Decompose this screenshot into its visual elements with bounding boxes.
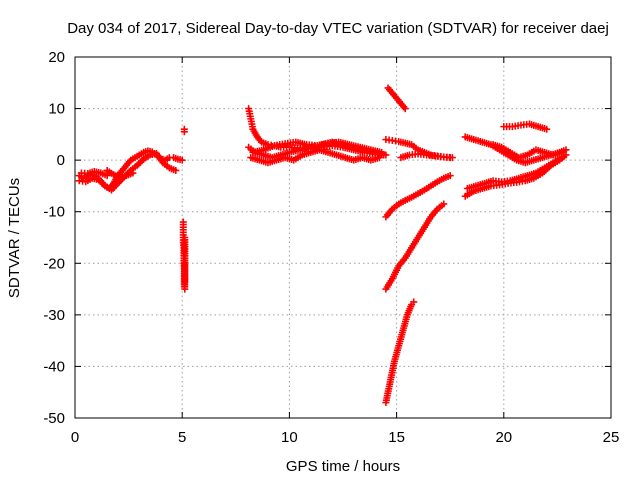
data-point: [401, 105, 409, 113]
y-axis-ticks: -50 -40 -30 -20 -10 0 10 20: [43, 49, 611, 427]
x-tick-label: 10: [281, 429, 298, 446]
data-point: [410, 298, 418, 306]
y-tick-label: -20: [43, 255, 65, 272]
x-tick-label: 5: [178, 429, 186, 446]
grid-lines: [75, 57, 611, 418]
y-tick-label: 0: [57, 152, 65, 169]
data-point: [378, 148, 386, 156]
y-tick-label: 10: [48, 101, 65, 118]
data-point: [558, 148, 566, 156]
data-point: [180, 125, 188, 133]
x-axis-label: GPS time / hours: [286, 458, 400, 475]
data-point: [129, 169, 137, 177]
y-tick-label: 20: [48, 49, 65, 66]
data-point: [543, 125, 551, 133]
data-point: [446, 172, 454, 180]
y-tick-label: -40: [43, 358, 65, 375]
data-point: [172, 166, 180, 174]
x-axis-ticks: 0 5 10 15 20 25: [71, 57, 620, 446]
chart-title: Day 034 of 2017, Sidereal Day-to-day VTE…: [67, 20, 609, 37]
data-point: [181, 277, 189, 285]
data-point: [562, 146, 570, 154]
y-tick-label: -30: [43, 307, 65, 324]
x-tick-label: 0: [71, 429, 79, 446]
data-points: [75, 84, 570, 407]
y-tick-label: -50: [43, 410, 65, 427]
data-point: [440, 200, 448, 208]
x-tick-label: 15: [388, 429, 405, 446]
y-axis-label: SDTVAR / TECUs: [6, 178, 23, 298]
data-point: [448, 154, 456, 162]
data-point: [178, 156, 186, 164]
data-point: [382, 151, 390, 159]
x-tick-label: 25: [603, 429, 620, 446]
y-tick-label: -10: [43, 204, 65, 221]
x-tick-label: 20: [495, 429, 512, 446]
plot-frame: [74, 56, 612, 419]
